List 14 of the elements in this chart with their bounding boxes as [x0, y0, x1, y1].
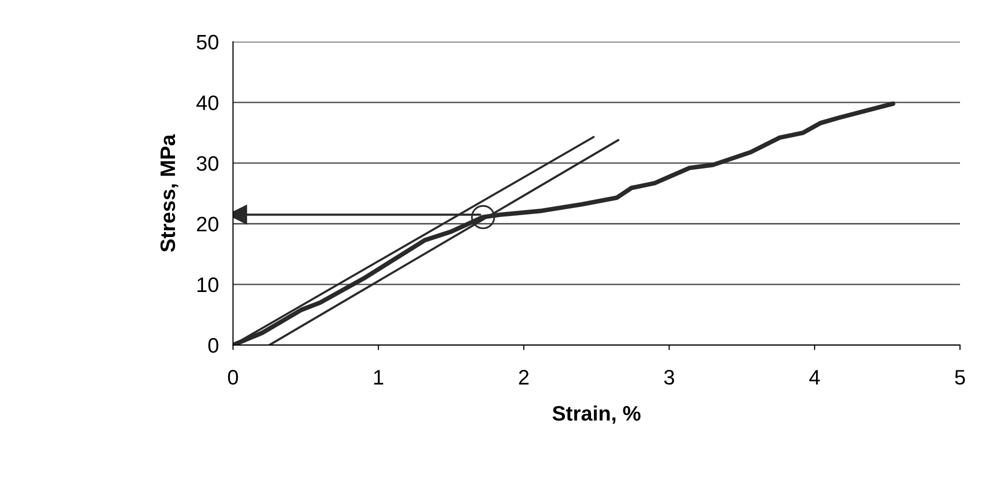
- y-tick-label: 0: [208, 338, 218, 353]
- y-tick-label: 10: [198, 277, 218, 292]
- y-tick-label: 40: [196, 95, 218, 110]
- x-tick-label: 2: [519, 370, 529, 384]
- x-tick-label: 0: [228, 370, 238, 385]
- y-tick-label: 30: [196, 156, 218, 171]
- x-tick-label: 5: [955, 370, 965, 385]
- x-tick-label: 3: [664, 370, 674, 385]
- y-tick-label: 50: [196, 34, 218, 50]
- x-tick-label: 4: [809, 370, 820, 384]
- y-axis-title: Stress, MPa: [160, 134, 178, 252]
- y-tick-label: 20: [196, 216, 218, 232]
- x-tick-label: 1: [374, 370, 384, 384]
- x-axis-title: Strain, %: [552, 405, 641, 424]
